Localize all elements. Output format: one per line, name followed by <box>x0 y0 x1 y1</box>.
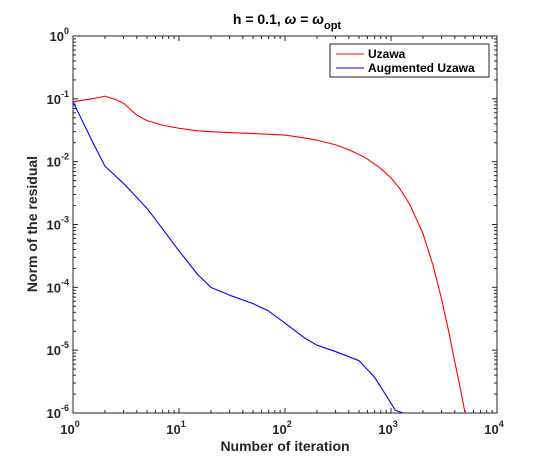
plot-area <box>72 35 498 414</box>
x-tick-label: 100 <box>60 419 79 437</box>
x-tick-label: 102 <box>272 419 291 437</box>
y-tick-label: 100 <box>50 26 69 44</box>
title-prefix: h = 0.1, <box>233 11 285 27</box>
legend-box <box>329 43 490 78</box>
x-axis-label: Number of iteration <box>220 438 349 454</box>
legend: Uzawa Augmented Uzawa <box>329 43 490 78</box>
y-tick-label: 10-1 <box>47 89 69 107</box>
title-subscript: opt <box>324 20 341 32</box>
x-tick-label: 104 <box>484 419 503 437</box>
title-omega-opt: ω <box>312 11 324 27</box>
y-axis-label: Norm of the residual <box>24 156 40 292</box>
x-tick-label: 101 <box>166 419 185 437</box>
y-tick-label: 10-5 <box>47 340 69 358</box>
title-equals: = <box>296 11 312 27</box>
chart-title: h = 0.1, ω = ωopt <box>233 11 342 32</box>
x-tick-label: 103 <box>378 419 397 437</box>
y-tick-label: 10-2 <box>47 152 69 170</box>
y-tick-label: 10-3 <box>47 215 69 233</box>
series-line-augmented-uzawa <box>72 101 404 414</box>
y-tick-label: 10-4 <box>47 277 69 295</box>
legend-label-uzawa: Uzawa <box>368 47 406 61</box>
series-line-uzawa <box>72 95 466 414</box>
legend-label-augmented-uzawa: Augmented Uzawa <box>368 61 475 75</box>
ticks-layer: 100 101 102 103 104 10-6 10-5 10-4 10-3 10-2 10-1 1… <box>47 26 504 437</box>
y-tick-label: 10-6 <box>47 403 69 421</box>
title-omega: ω <box>285 11 297 27</box>
series-layer <box>72 95 466 414</box>
